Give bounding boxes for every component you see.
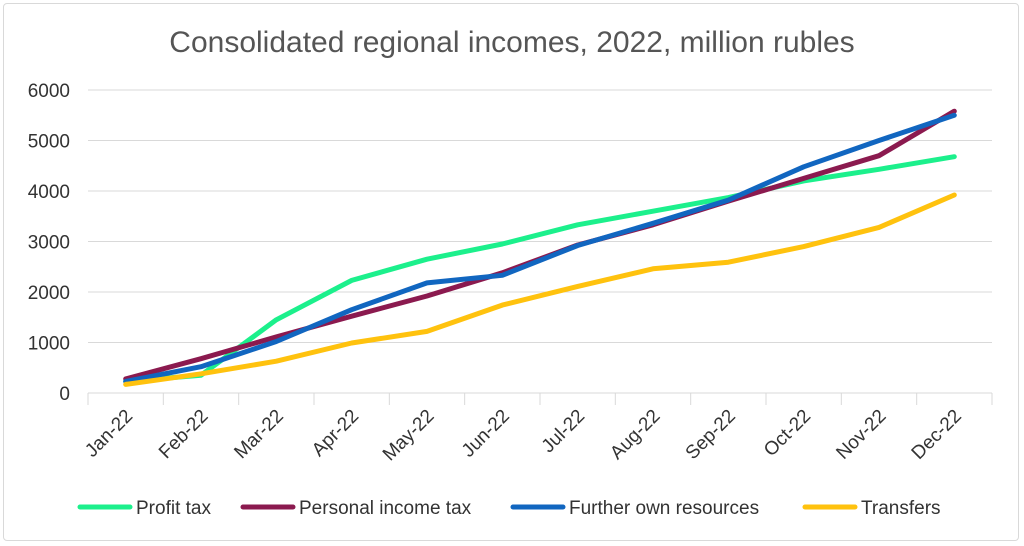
y-tick-label: 0 (59, 384, 70, 405)
x-tick-label: Apr-22 (308, 406, 363, 461)
x-tick-label: Sep-22 (682, 406, 740, 464)
series-line (123, 192, 957, 387)
x-tick-label: Nov-22 (832, 406, 890, 464)
chart-title: Consolidated regional incomes, 2022, mil… (169, 26, 854, 59)
x-tick-label: Aug-22 (606, 406, 664, 464)
x-tick-label: Jun-22 (458, 406, 514, 462)
x-tick-label: Jan-22 (81, 406, 137, 462)
y-tick-label: 5000 (28, 132, 70, 153)
legend: Profit tax Personal income tax Further own… (77, 498, 941, 519)
x-tick-label: May-22 (379, 406, 439, 466)
y-tick-label: 3000 (28, 233, 70, 254)
x-tick-label: Mar-22 (230, 406, 287, 463)
y-axis-ticks: 0 1000 2000 3000 4000 5000 6000 (28, 81, 70, 405)
legend-label: Further own resources (569, 498, 759, 519)
x-tick-label: Oct-22 (760, 406, 815, 461)
y-tick-label: 6000 (28, 81, 70, 102)
gridlines (88, 89, 992, 343)
y-tick-label: 4000 (28, 182, 70, 203)
series-line (123, 112, 957, 384)
legend-label: Personal income tax (299, 498, 472, 519)
x-tick-label: Feb-22 (155, 406, 212, 463)
series-lines (123, 108, 957, 387)
x-tick-label: Dec-22 (908, 406, 966, 464)
legend-label: Profit tax (136, 498, 211, 519)
y-tick-label: 1000 (28, 334, 70, 355)
legend-label: Transfers (861, 498, 941, 519)
series-line (123, 154, 957, 384)
y-tick-label: 2000 (28, 283, 70, 304)
x-tick-label: Jul-22 (538, 406, 589, 457)
x-axis: Jan-22 Feb-22 Mar-22 Apr-22 May-22 Jun-22 Jul-… (81, 392, 993, 466)
